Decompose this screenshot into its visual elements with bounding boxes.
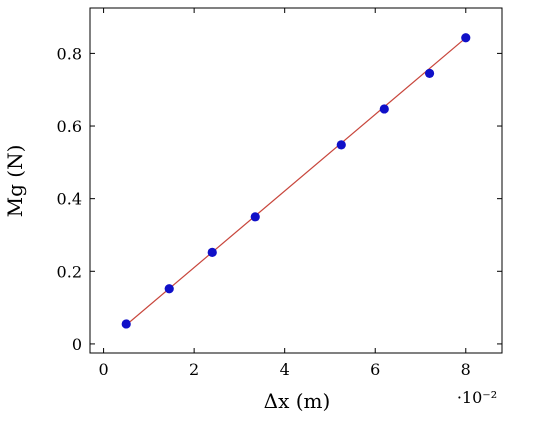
axis-ticks: 0 2 4 6 8 0 0.2 0.4 0.6 0.8 [57,8,502,379]
fit-line [123,35,469,328]
x-tick-label: 2 [189,360,199,379]
x-tick-label: 6 [370,360,380,379]
data-point [336,140,346,150]
y-tick-label: 0.6 [57,117,82,136]
y-axis-label: Mg (N) [3,145,27,218]
data-point [250,212,260,222]
data-point [461,33,471,43]
data-point [424,68,435,78]
y-tick-label: 0.4 [57,190,82,209]
data-point [379,104,389,114]
data-points [121,33,471,329]
fit-line-layer [123,35,469,328]
data-point [164,284,174,294]
x-axis-scale-label: ·10⁻² [457,388,497,407]
data-point [121,319,131,329]
x-tick-label: 0 [98,360,108,379]
y-tick-label: 0 [72,335,82,354]
x-tick-label: 4 [280,360,290,379]
x-axis-label: Δx (m) [264,389,331,413]
plot-frame [89,7,503,354]
y-tick-label: 0.2 [57,262,82,281]
x-tick-label: 8 [461,360,471,379]
data-point [207,247,217,258]
y-tick-label: 0.8 [57,44,82,63]
